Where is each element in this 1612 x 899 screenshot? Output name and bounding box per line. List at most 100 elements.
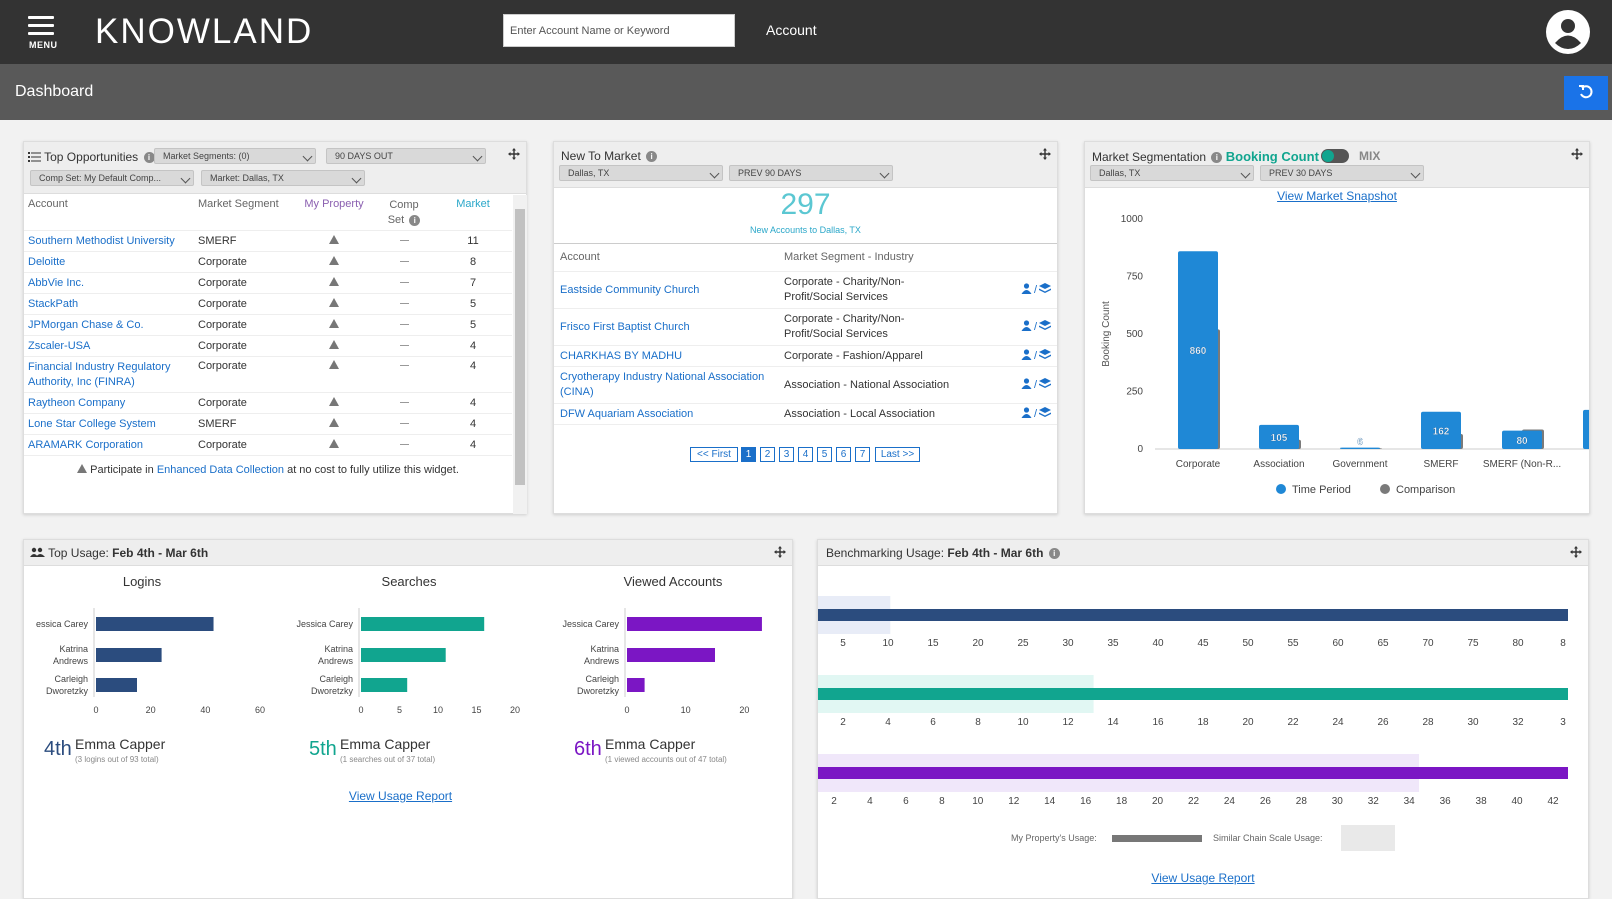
legend-label[interactable]: Time Period xyxy=(1292,484,1351,496)
add-contact-icon[interactable] xyxy=(1021,378,1032,389)
usage-bar[interactable] xyxy=(627,648,715,662)
usage-bar[interactable] xyxy=(96,678,137,692)
enhanced-data-collection-link[interactable]: Enhanced Data Collection xyxy=(156,463,285,476)
add-contact-icon[interactable] xyxy=(1021,283,1032,294)
info-icon[interactable]: i xyxy=(1211,152,1223,164)
rank-subtitle: (3 logins out of 93 total) xyxy=(75,755,159,764)
account-link[interactable]: StackPath xyxy=(28,297,79,310)
dash-icon xyxy=(399,303,409,305)
pager-last-button[interactable]: Last >> xyxy=(875,447,920,462)
market-count-cell: 5 xyxy=(434,314,512,336)
layers-icon[interactable] xyxy=(1039,349,1051,360)
pager-page-button[interactable]: 6 xyxy=(836,447,851,462)
comp-set-dropdown[interactable]: Comp Set: My Default Comp... xyxy=(30,170,194,186)
layers-icon[interactable] xyxy=(1039,320,1051,331)
account-link[interactable]: Zscaler-USA xyxy=(28,339,91,352)
pager-page-button[interactable]: 1 xyxy=(741,447,756,462)
account-link[interactable]: Deloitte xyxy=(28,255,66,268)
account-link[interactable]: AbbVie Inc. xyxy=(28,276,85,289)
layers-icon[interactable] xyxy=(1039,378,1051,389)
layers-icon[interactable] xyxy=(1039,407,1051,418)
market-count-cell: 5 xyxy=(434,293,512,315)
info-icon[interactable]: i xyxy=(646,151,658,163)
x-tick-label: 28 xyxy=(1422,717,1434,728)
menu-button[interactable]: MENU xyxy=(28,16,58,50)
time-period-bar[interactable] xyxy=(1583,409,1589,449)
account-link[interactable]: Frisco First Baptist Church xyxy=(560,320,690,333)
info-icon[interactable]: i xyxy=(1048,548,1060,560)
search-input[interactable] xyxy=(503,14,735,47)
info-icon[interactable]: i xyxy=(143,152,155,164)
benchmark-chart: 2 4 6 8 10 12 14 16 18 20 22 24 26 28 30 32 3 xyxy=(818,675,1568,728)
move-icon[interactable] xyxy=(1571,148,1583,160)
x-tick-label: 35 xyxy=(1107,638,1119,649)
account-link[interactable]: Raytheon Company xyxy=(28,396,126,409)
scrollbar-thumb[interactable] xyxy=(515,209,525,485)
legend-label[interactable]: Comparison xyxy=(1396,484,1455,496)
account-link[interactable]: Account xyxy=(766,22,817,38)
new-accounts-caption: New Accounts to Dallas, TX xyxy=(750,225,861,235)
account-link[interactable]: JPMorgan Chase & Co. xyxy=(28,318,144,331)
move-icon[interactable] xyxy=(1570,546,1582,558)
market-count-cell: 4 xyxy=(434,335,512,357)
add-contact-icon[interactable] xyxy=(1021,407,1032,418)
my-usage-bar[interactable] xyxy=(818,688,1568,700)
move-icon[interactable] xyxy=(1039,148,1051,160)
market-dropdown[interactable]: Dallas, TX xyxy=(1090,165,1254,181)
account-link[interactable]: Eastside Community Church xyxy=(560,283,700,296)
account-link[interactable]: CHARKHAS BY MADHU xyxy=(560,349,683,362)
category-label: Dworetzky xyxy=(311,686,354,696)
usage-bar[interactable] xyxy=(96,648,162,662)
pager-page-button[interactable]: 2 xyxy=(760,447,775,462)
add-contact-icon[interactable] xyxy=(1021,349,1032,360)
booking-mix-toggle[interactable] xyxy=(1321,149,1349,163)
x-tick-label: 4 xyxy=(885,717,891,728)
usage-bar[interactable] xyxy=(361,648,446,662)
info-icon[interactable]: i xyxy=(409,214,421,226)
view-usage-report-link[interactable]: View Usage Report xyxy=(348,789,453,803)
view-market-snapshot-link[interactable]: View Market Snapshot xyxy=(1277,189,1397,203)
usage-bar[interactable] xyxy=(627,617,762,631)
time-period-bar[interactable] xyxy=(1178,251,1218,449)
account-link[interactable]: Southern Methodist University xyxy=(28,234,175,247)
account-link[interactable]: DFW Aquariam Association xyxy=(560,407,694,420)
dash-icon xyxy=(399,282,409,284)
usage-bar[interactable] xyxy=(627,678,645,692)
account-link[interactable]: ARAMARK Corporation xyxy=(28,438,143,451)
layers-icon[interactable] xyxy=(1039,283,1051,294)
pager-page-button[interactable]: 7 xyxy=(855,447,870,462)
time-period-bar[interactable] xyxy=(1421,411,1461,449)
vertical-scrollbar[interactable] xyxy=(513,195,527,514)
my-usage-bar[interactable] xyxy=(818,767,1568,779)
period-dropdown[interactable]: PREV 90 DAYS xyxy=(729,165,893,181)
chevron-down-icon xyxy=(1240,168,1251,179)
usage-bar[interactable] xyxy=(361,617,485,631)
add-contact-icon[interactable] xyxy=(1021,320,1032,331)
panel-title: Top Opportunities xyxy=(44,150,139,164)
pager-page-button[interactable]: 3 xyxy=(779,447,794,462)
time-period-bar[interactable] xyxy=(1502,430,1542,449)
account-link[interactable]: Financial Industry Regulatory Authority, … xyxy=(28,360,171,388)
usage-bar[interactable] xyxy=(361,678,408,692)
pager-page-button[interactable]: 4 xyxy=(798,447,813,462)
days-out-dropdown[interactable]: 90 DAYS OUT xyxy=(326,148,486,164)
user-avatar-button[interactable] xyxy=(1546,10,1590,54)
period-dropdown[interactable]: PREV 30 DAYS xyxy=(1260,165,1424,181)
account-link[interactable]: Cryotherapy Industry National Associatio… xyxy=(560,370,765,398)
usage-bar[interactable] xyxy=(96,617,214,631)
move-icon[interactable] xyxy=(508,148,520,160)
pager-page-button[interactable]: 5 xyxy=(817,447,832,462)
logo[interactable]: KNOWLAND xyxy=(95,12,314,51)
market-dropdown[interactable]: Market: Dallas, TX xyxy=(201,170,365,186)
reset-layout-button[interactable] xyxy=(1564,76,1608,110)
market-segments-dropdown[interactable]: Market Segments: (0) xyxy=(154,148,316,164)
account-link[interactable]: Lone Star College System xyxy=(28,417,156,430)
view-usage-report-link[interactable]: View Usage Report xyxy=(1151,871,1255,885)
undo-icon xyxy=(1579,84,1593,98)
move-icon[interactable] xyxy=(774,546,786,558)
time-period-bar[interactable] xyxy=(1340,447,1380,449)
pager-first-button[interactable]: << First xyxy=(690,447,738,462)
time-period-bar[interactable] xyxy=(1259,424,1299,449)
my-usage-bar[interactable] xyxy=(818,609,1568,621)
market-dropdown[interactable]: Dallas, TX xyxy=(559,165,723,181)
